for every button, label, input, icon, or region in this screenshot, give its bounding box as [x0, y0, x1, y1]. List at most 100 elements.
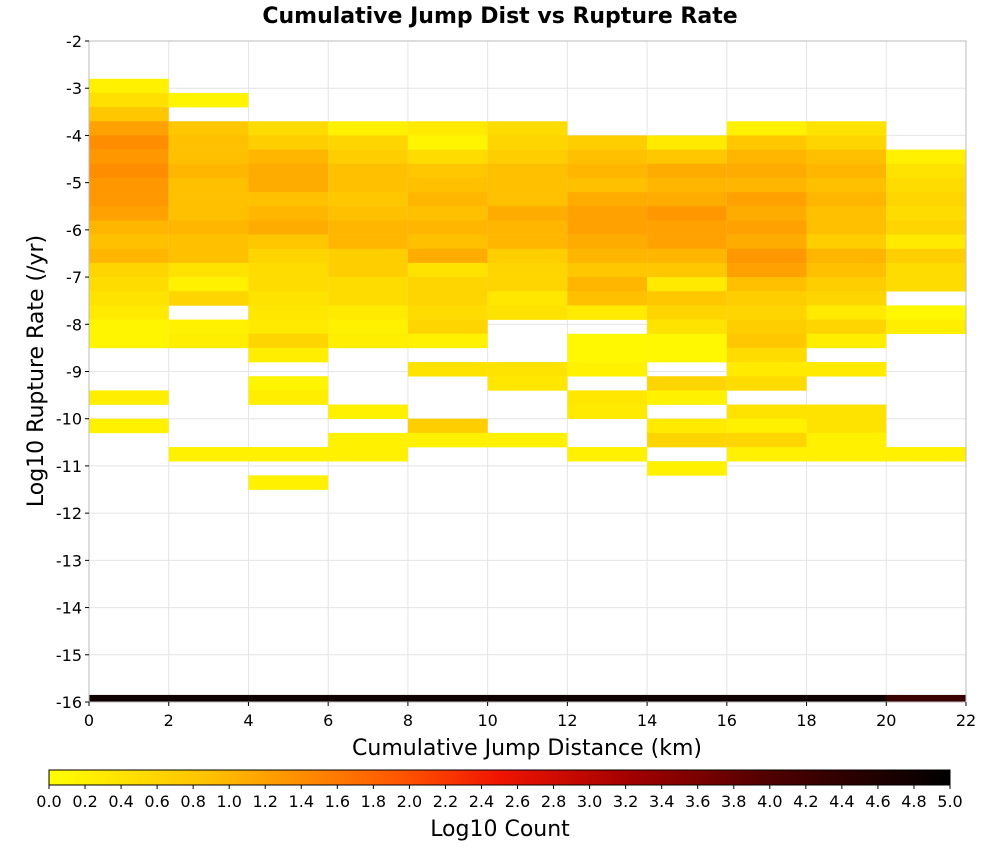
- heatmap-cell: [248, 163, 329, 179]
- heatmap-cell: [328, 333, 408, 349]
- heatmap-cell: [647, 149, 727, 165]
- heatmap-cell: [886, 149, 966, 165]
- heatmap-cell: [168, 319, 249, 335]
- heatmap-cell: [89, 291, 169, 306]
- heatmap-cell: [647, 390, 727, 405]
- heatmap-cell: [806, 432, 887, 448]
- heatmap-cell: [726, 362, 807, 377]
- heatmap-cell: [726, 418, 807, 434]
- heatmap-cell: [248, 277, 329, 292]
- heatmap-cell: [168, 135, 249, 150]
- heatmap-cell: [89, 694, 170, 702]
- heatmap-cell: [567, 390, 648, 405]
- colorbar-tick-label: 2.0: [397, 792, 422, 811]
- heatmap-cell: [407, 121, 488, 136]
- heatmap-cell: [328, 432, 408, 448]
- heatmap-cell: [726, 177, 807, 193]
- heatmap-cell: [886, 319, 966, 335]
- heatmap-cell: [248, 475, 329, 490]
- heatmap-cell: [567, 149, 648, 165]
- heatmap-cell: [487, 234, 568, 250]
- heatmap-cell: [248, 262, 329, 278]
- heatmap-cell: [647, 376, 727, 391]
- y-tick-label: -7: [66, 268, 82, 287]
- colorbar-tick-label: 1.2: [253, 792, 278, 811]
- heatmap-cell: [248, 149, 329, 165]
- heatmap-cell: [886, 220, 966, 235]
- heatmap-cell: [806, 404, 887, 420]
- heatmap-cell: [647, 234, 727, 250]
- heatmap-cell: [407, 362, 488, 377]
- heatmap-cell: [487, 135, 568, 150]
- y-tick-label: -4: [66, 126, 82, 145]
- heatmap-cell: [407, 333, 488, 349]
- heatmap-cell: [647, 163, 727, 179]
- heatmap-cell: [567, 447, 648, 462]
- heatmap-cell: [487, 192, 568, 207]
- heatmap-cell: [567, 333, 648, 349]
- heatmap-cell: [407, 220, 488, 235]
- heatmap-cell: [328, 177, 408, 193]
- heatmap-cell: [407, 262, 488, 278]
- heatmap-cell: [726, 277, 807, 292]
- y-tick-label: -6: [66, 221, 82, 240]
- colorbar-tick-label: 0.2: [72, 792, 97, 811]
- x-tick-label: 14: [637, 711, 657, 730]
- heatmap-cell: [487, 177, 568, 193]
- x-axis-ticks: 0 2 4 6 8 10 12 14 16 18 20 22: [84, 702, 976, 730]
- heatmap-cell: [726, 192, 807, 207]
- heatmap-cell: [89, 121, 169, 136]
- heatmap-cell: [407, 418, 488, 434]
- heatmap-cell: [328, 234, 408, 250]
- heatmap-cell: [168, 163, 249, 179]
- heatmap-cell: [168, 291, 249, 306]
- heatmap-cell: [567, 248, 648, 264]
- heatmap-cell: [407, 291, 488, 306]
- heatmap-cell: [248, 234, 329, 250]
- heatmap-cell: [89, 234, 169, 250]
- heatmap-cell: [89, 177, 169, 193]
- heatmap-cell: [168, 121, 249, 136]
- heatmap-cell: [567, 220, 648, 235]
- heatmap-cell: [248, 447, 329, 462]
- heatmap-cells: [89, 78, 967, 702]
- heatmap-cell: [168, 248, 249, 264]
- colorbar-tick-label: 2.4: [469, 792, 494, 811]
- heatmap-cell: [168, 220, 249, 235]
- heatmap-cell: [407, 432, 488, 448]
- heatmap-cell: [567, 192, 648, 207]
- heatmap-cell: [886, 163, 966, 179]
- heatmap-cell: [407, 135, 488, 150]
- heatmap-cell: [567, 404, 648, 420]
- heatmap-cell: [726, 333, 807, 349]
- heatmap-cell: [806, 206, 887, 221]
- heatmap-cell: [806, 220, 887, 235]
- heatmap-cell: [886, 447, 966, 462]
- colorbar-tick-label: 3.0: [577, 792, 602, 811]
- y-tick-label: -2: [66, 32, 82, 51]
- heatmap-cell: [487, 149, 568, 165]
- heatmap-cell: [328, 305, 408, 320]
- heatmap-cell: [407, 248, 488, 264]
- heatmap-cell: [168, 234, 249, 250]
- heatmap-cell: [168, 262, 249, 278]
- heatmap-cell: [726, 447, 807, 462]
- heatmap-cell: [647, 248, 727, 264]
- heatmap-cell: [89, 418, 169, 434]
- heatmap-cell: [567, 694, 648, 702]
- x-tick-label: 22: [956, 711, 976, 730]
- heatmap-cell: [168, 149, 249, 165]
- heatmap-cell: [248, 248, 329, 264]
- heatmap-cell: [89, 220, 169, 235]
- heatmap-cell: [487, 432, 568, 448]
- colorbar-tick-label: 2.2: [433, 792, 458, 811]
- colorbar-tick-label: 4.4: [829, 792, 854, 811]
- heatmap-cell: [248, 121, 329, 136]
- y-tick-label: -10: [56, 410, 82, 429]
- colorbar-tick-label: 3.6: [685, 792, 710, 811]
- colorbar-tick-label: 1.0: [216, 792, 241, 811]
- heatmap-cell: [248, 177, 329, 193]
- heatmap-cell: [647, 319, 727, 335]
- heatmap-cell: [647, 135, 727, 150]
- y-axis-label: Log10 Rupture Rate (/yr): [24, 235, 49, 507]
